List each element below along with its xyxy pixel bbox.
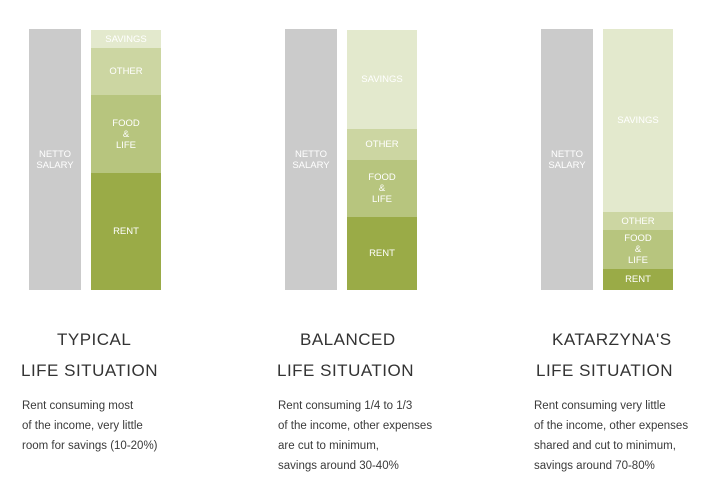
savings-segment: SAVINGS	[603, 29, 673, 212]
other-segment: OTHER	[91, 48, 161, 95]
netto-salary-bar: NETTO SALARY	[29, 29, 81, 290]
panel-typical: NETTO SALARY RENT FOOD & LIFE OTHER SAVINGS…	[0, 0, 240, 493]
food-life-segment: FOOD & LIFE	[91, 95, 161, 173]
savings-segment: SAVINGS	[347, 30, 417, 129]
other-segment: OTHER	[603, 212, 673, 230]
rent-segment-label: RENT	[369, 248, 395, 259]
panel-title: TYPICAL LIFE SITUATION	[21, 324, 221, 386]
savings-segment: SAVINGS	[91, 30, 161, 48]
panel-balanced: NETTO SALARY RENT FOOD & LIFE OTHER SAVINGS…	[256, 0, 496, 493]
netto-salary-label: NETTO SALARY	[292, 148, 330, 171]
panel-description: Rent consuming most of the income, very …	[22, 400, 158, 452]
food-life-segment-label: FOOD & LIFE	[112, 117, 140, 151]
netto-salary-label: NETTO SALARY	[36, 148, 74, 171]
rent-segment: RENT	[91, 173, 161, 290]
panel-description: Rent consuming 1/4 to 1/3 of the income,…	[278, 400, 433, 472]
expense-stack: RENT FOOD & LIFE OTHER SAVINGS	[347, 29, 417, 290]
netto-salary-bar: NETTO SALARY	[541, 29, 593, 290]
panel-title: BALANCED LIFE SITUATION	[277, 324, 477, 386]
panel-description: Rent consuming very little of the income…	[534, 400, 689, 472]
title-line-2: LIFE SITUATION	[21, 361, 159, 380]
netto-salary-label: NETTO SALARY	[548, 148, 586, 171]
netto-salary-bar: NETTO SALARY	[285, 29, 337, 290]
title-line-2: LIFE SITUATION	[277, 361, 415, 380]
other-segment-label: OTHER	[365, 139, 399, 150]
savings-segment-label: SAVINGS	[361, 74, 403, 85]
title-line-1: BALANCED	[300, 330, 396, 349]
food-life-segment-label: FOOD & LIFE	[368, 172, 396, 205]
other-segment: OTHER	[347, 129, 417, 160]
other-segment-label: OTHER	[621, 215, 655, 227]
expense-stack: RENT FOOD & LIFE OTHER SAVINGS	[91, 29, 161, 290]
savings-segment-label: SAVINGS	[105, 33, 147, 45]
food-life-segment-label: FOOD & LIFE	[624, 233, 652, 266]
rent-segment: RENT	[347, 217, 417, 290]
food-life-segment: FOOD & LIFE	[603, 230, 673, 269]
other-segment-label: OTHER	[109, 66, 143, 77]
title-line-1: TYPICAL	[57, 330, 132, 349]
food-life-segment: FOOD & LIFE	[347, 160, 417, 217]
rent-segment: RENT	[603, 269, 673, 290]
panel-katarzyna: NETTO SALARY RENT FOOD & LIFE OTHER SAVINGS…	[512, 0, 720, 493]
expense-stack: RENT FOOD & LIFE OTHER SAVINGS	[603, 29, 673, 290]
title-line-2: LIFE SITUATION	[536, 361, 674, 380]
title-line-1: KATARZYNA'S	[552, 330, 672, 349]
panel-title: KATARZYNA'S LIFE SITUATION	[536, 324, 720, 386]
rent-segment-label: RENT	[113, 226, 139, 237]
rent-segment-label: RENT	[625, 274, 651, 285]
savings-segment-label: SAVINGS	[617, 115, 659, 126]
